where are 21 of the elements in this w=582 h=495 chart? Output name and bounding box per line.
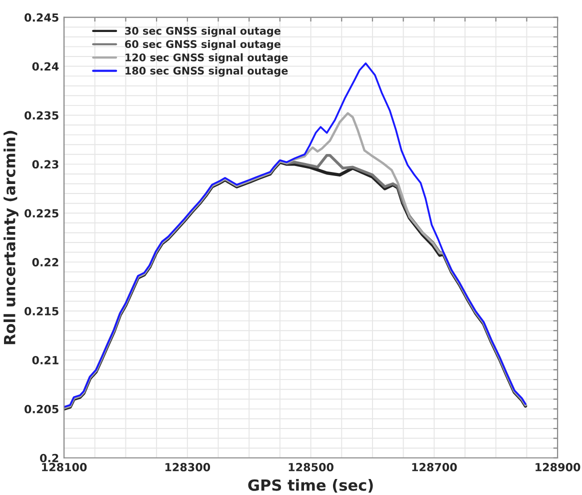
x-tick-label: 128500 [288, 462, 334, 472]
y-tick-label: 0.205 [24, 404, 58, 414]
legend-label: 60 sec GNSS signal outage [125, 40, 280, 50]
x-tick-label: 128100 [42, 462, 87, 472]
y-tick-label: 0.235 [24, 111, 58, 120]
y-tick-label: 0.2 [40, 454, 58, 462]
x-tick-label: 128700 [412, 462, 457, 472]
legend-label: 180 sec GNSS signal outage [126, 66, 288, 77]
x-tick-label: 128900 [536, 462, 580, 472]
legend-label: 120 sec GNSS signal outage [126, 53, 288, 64]
y-tick-label: 0.215 [24, 307, 58, 316]
y-tick-label: 0.23 [32, 160, 58, 169]
y-tick-label: 0.21 [32, 356, 58, 364]
y-tick-label: 0.225 [24, 209, 58, 218]
y-tick-label: 0.245 [24, 13, 58, 22]
y-tick-label: 0.24 [32, 62, 59, 71]
legend-label: 30 sec GNSS signal outage [125, 26, 280, 37]
y-tick-label: 0.22 [32, 258, 58, 266]
y-axis-title: Roll uncertainty (arcmin) [4, 130, 18, 344]
x-axis-title: GPS time (sec) [248, 479, 373, 493]
x-tick-label: 128300 [165, 462, 210, 472]
